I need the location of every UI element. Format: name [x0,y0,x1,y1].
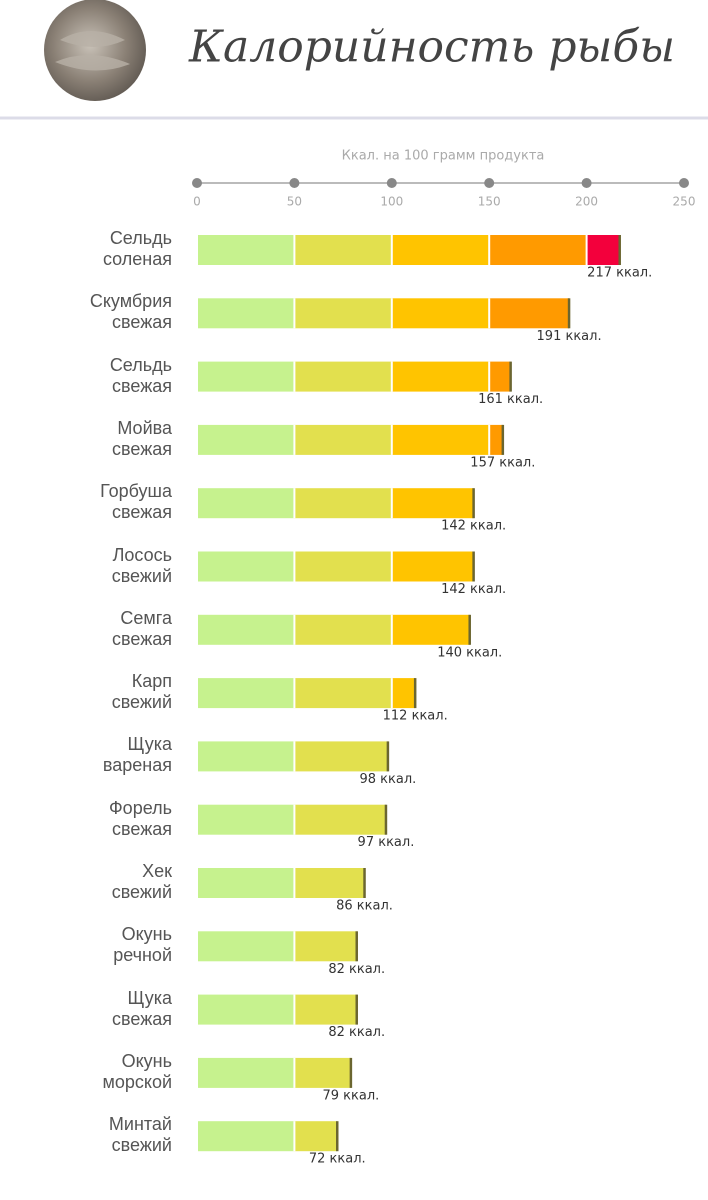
x-tick-dot [386,178,397,188]
x-axis-label: Ккал. на 100 грамм продукта [342,149,545,164]
value-label: 72 ккал. [309,1152,366,1167]
value-label: 97 ккал. [358,835,415,850]
category-label: Щука вареная [102,734,172,776]
bar [198,868,365,898]
value-label: 98 ккал. [360,772,417,787]
value-label: 142 ккал. [441,582,506,597]
chart-title: Калорийность рыбы [188,22,675,73]
category-label: Сельдь соленая [102,228,172,269]
category-label: Лосось свежий [111,544,173,586]
bar [198,741,388,772]
x-tick-label: 200 [575,195,598,209]
x-tick-label: 50 [287,195,302,209]
bar [198,994,357,1025]
x-tick-label: 250 [673,195,696,209]
category-label: Хек свежий [111,861,173,902]
category-label: Минтай свежий [108,1114,172,1156]
bar [198,1057,351,1088]
value-label: 112 ккал. [383,709,448,724]
category-label: Горбуша свежая [100,481,172,523]
bar [198,614,470,645]
bar [198,424,503,455]
value-label: 82 ккал. [328,962,385,977]
x-tick-dot [484,178,495,188]
category-label: Семга свежая [112,607,172,649]
bar [198,361,511,392]
value-label: 217 ккал. [587,266,652,281]
photo-fish [55,31,130,71]
x-tick-dot [679,178,689,188]
category-label: Окунь морской [102,1050,173,1092]
category-label: Скумбрия свежая [89,291,172,333]
bar [198,298,570,329]
category-label: Окунь речной [113,924,172,966]
value-label: 191 ккал. [537,329,602,344]
value-label: 142 ккал. [441,519,506,534]
value-label: 157 ккал. [470,455,535,470]
category-label: Карп свежий [111,671,173,713]
bar [198,678,416,709]
value-label: 161 ккал. [478,392,543,407]
bar [198,931,357,962]
bar [198,235,620,265]
bar [198,1121,338,1152]
value-label: 140 ккал. [437,645,502,660]
x-tick-dot [289,178,300,188]
x-tick-label: 150 [478,195,501,209]
x-tick-label: 100 [380,195,403,209]
category-label: Щука свежая [112,987,172,1029]
bar [198,804,386,835]
bar [198,551,474,582]
x-tick-dot [581,178,592,188]
category-label: Мойва свежая [112,417,172,459]
x-tick-label: 0 [193,195,201,209]
value-label: 79 ккал. [322,1088,379,1103]
category-label: Сельдь свежая [109,354,172,396]
value-label: 86 ккал. [336,899,393,914]
header-photo [44,0,146,101]
category-label: Форель свежая [109,797,172,839]
x-tick-dot [192,178,202,188]
value-label: 82 ккал. [328,1025,385,1040]
bar [198,488,474,519]
